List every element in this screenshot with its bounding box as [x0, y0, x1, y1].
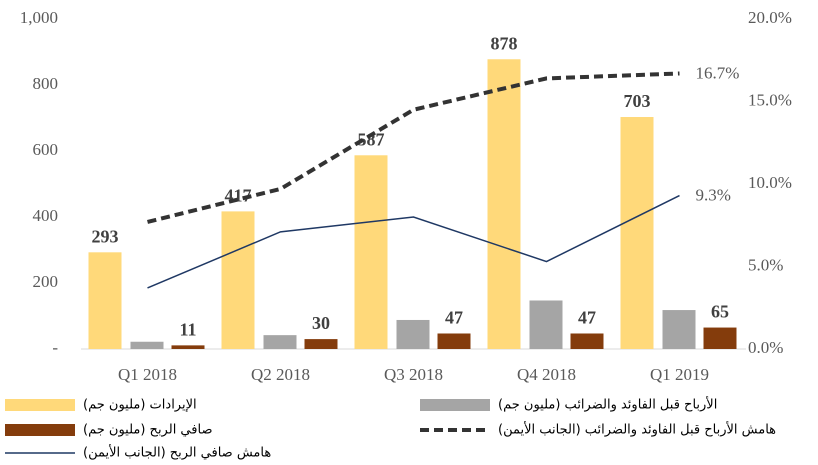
y-tick-label: 1,000 — [20, 8, 58, 27]
bar — [263, 335, 297, 349]
y-tick-label: - — [52, 338, 58, 357]
data-label: 65 — [711, 302, 729, 322]
bar — [354, 155, 388, 349]
legend-swatch — [420, 399, 490, 411]
data-label: 9.3% — [696, 185, 731, 204]
data-label: 11 — [179, 319, 196, 339]
legend-label: هامش الأرباح قبل الفاوئد والضرائب (الجان… — [498, 421, 776, 438]
y-tick-label: 400 — [33, 206, 59, 225]
data-label: 16.7% — [696, 63, 740, 82]
x-tick-label: Q1 2019 — [650, 365, 709, 384]
y-tick-label: 800 — [33, 74, 59, 93]
data-label: 878 — [491, 33, 518, 53]
y2-tick-label: 5.0% — [748, 255, 783, 274]
bar — [171, 345, 205, 349]
bar — [620, 117, 654, 349]
y-tick-label: 200 — [33, 272, 59, 291]
bar — [88, 252, 122, 349]
data-label: 587 — [358, 129, 385, 149]
bar — [529, 300, 563, 349]
legend-label: صافي الربح (مليون جم) — [83, 423, 213, 438]
y2-tick-label: 20.0% — [748, 8, 792, 27]
bar — [570, 333, 604, 349]
y2-tick-label: 0.0% — [748, 338, 783, 357]
bar — [221, 211, 255, 349]
bar — [662, 310, 696, 349]
data-label: 30 — [312, 313, 330, 333]
data-label: 47 — [445, 308, 463, 328]
legend-swatch — [5, 424, 75, 436]
data-label: 293 — [92, 226, 119, 246]
bar — [130, 341, 164, 349]
line-series — [147, 71, 680, 224]
bar — [304, 339, 338, 349]
legend-label: الإيرادات (مليون جم) — [83, 398, 197, 413]
line-series — [147, 194, 680, 289]
legend-label: الأرباح قبل الفاوئد والضرائب (مليون جم) — [498, 396, 717, 413]
bar — [437, 333, 471, 349]
x-tick-label: Q2 2018 — [251, 365, 310, 384]
bar — [396, 319, 430, 349]
x-tick-label: Q3 2018 — [384, 365, 443, 384]
legend-label: هامش صافي الربح (الجانب الأيمن) — [83, 444, 271, 461]
bar — [703, 327, 737, 349]
y2-tick-label: 15.0% — [748, 90, 792, 109]
y2-tick-label: 10.0% — [748, 173, 792, 192]
x-tick-label: Q4 2018 — [517, 365, 576, 384]
legend-swatch — [5, 399, 75, 411]
data-label: 47 — [578, 308, 596, 328]
data-label: 703 — [624, 91, 651, 111]
bar — [487, 59, 521, 349]
y-tick-label: 600 — [33, 140, 59, 159]
x-tick-label: Q1 2018 — [118, 365, 177, 384]
